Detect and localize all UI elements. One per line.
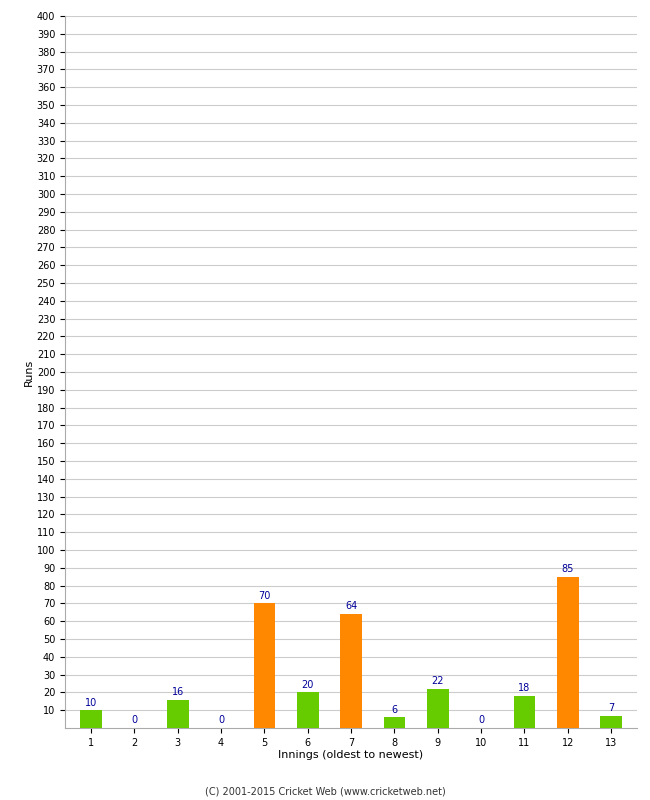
Text: 0: 0 [478,715,484,726]
Text: 10: 10 [85,698,97,707]
Bar [384,718,405,728]
Text: 85: 85 [562,564,574,574]
Text: 6: 6 [391,705,397,714]
Y-axis label: Runs: Runs [24,358,34,386]
Text: 70: 70 [258,590,270,601]
Bar [514,696,535,728]
Text: (C) 2001-2015 Cricket Web (www.cricketweb.net): (C) 2001-2015 Cricket Web (www.cricketwe… [205,786,445,796]
Text: 0: 0 [131,715,137,726]
Text: 7: 7 [608,703,614,713]
Text: 18: 18 [518,683,530,694]
Text: 0: 0 [218,715,224,726]
Bar [557,577,578,728]
Bar [80,710,102,728]
Bar [427,689,448,728]
Bar [297,693,318,728]
Bar [340,614,362,728]
Text: 16: 16 [172,687,184,697]
Bar [167,699,188,728]
Text: 64: 64 [345,602,357,611]
X-axis label: Innings (oldest to newest): Innings (oldest to newest) [278,750,424,761]
Bar [600,715,622,728]
Bar [254,603,275,728]
Text: 20: 20 [302,680,314,690]
Text: 22: 22 [432,676,444,686]
